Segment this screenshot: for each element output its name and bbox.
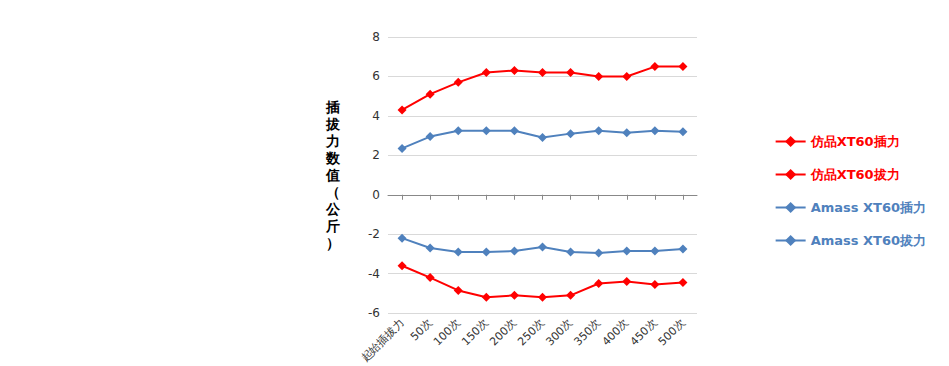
svg-text:400次: 400次 (600, 317, 632, 349)
svg-text:450次: 450次 (628, 317, 660, 349)
svg-text:值: 值 (325, 167, 340, 183)
svg-text:斤: 斤 (325, 218, 340, 234)
svg-text:0: 0 (372, 188, 380, 202)
svg-text:250次: 250次 (515, 317, 547, 349)
svg-text:Amass XT60插力: Amass XT60插力 (811, 200, 926, 215)
svg-text:仿品XT60拔力: 仿品XT60拔力 (810, 167, 900, 182)
svg-text:Amass XT60拔力: Amass XT60拔力 (811, 233, 926, 248)
svg-text:）: ） (326, 235, 340, 251)
svg-text:200次: 200次 (487, 317, 519, 349)
svg-text:150次: 150次 (459, 317, 491, 349)
svg-text:力: 力 (325, 133, 340, 149)
svg-text:-6: -6 (368, 306, 380, 320)
svg-text:起始插拔力: 起始插拔力 (359, 317, 407, 365)
svg-text:仿品XT60插力: 仿品XT60插力 (810, 134, 900, 149)
svg-text:100次: 100次 (431, 317, 463, 349)
svg-text:公: 公 (325, 201, 341, 217)
svg-text:350次: 350次 (571, 317, 603, 349)
svg-text:2: 2 (372, 148, 380, 162)
svg-text:插: 插 (325, 99, 340, 115)
svg-text:-2: -2 (368, 227, 380, 241)
svg-text:拔: 拔 (325, 116, 341, 132)
svg-text:500次: 500次 (656, 317, 688, 349)
svg-text:4: 4 (372, 109, 380, 123)
svg-text:300次: 300次 (543, 317, 575, 349)
svg-text:（: （ (326, 184, 340, 200)
svg-text:6: 6 (372, 69, 380, 83)
svg-text:8: 8 (372, 30, 380, 44)
svg-text:50次: 50次 (407, 316, 435, 344)
svg-text:-4: -4 (368, 267, 380, 281)
svg-text:数: 数 (325, 150, 341, 166)
